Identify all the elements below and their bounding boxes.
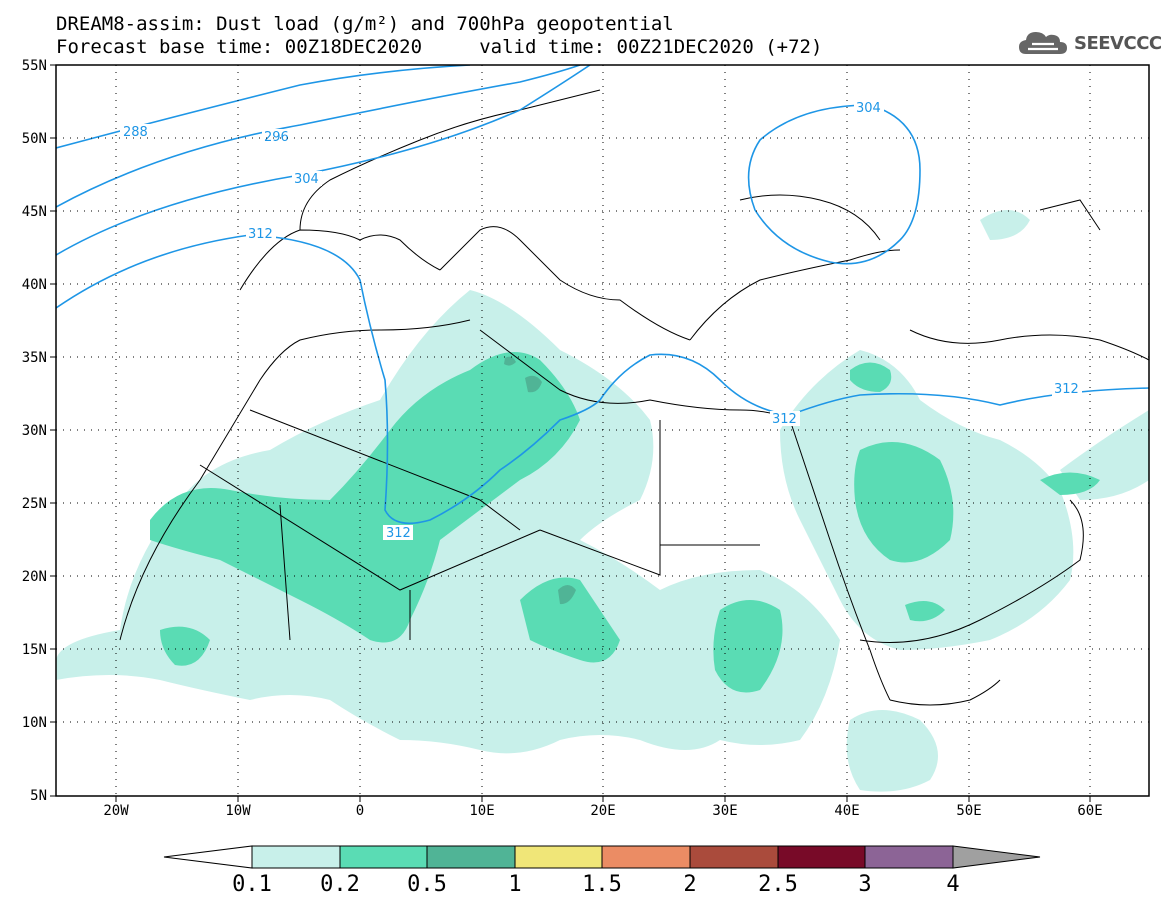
- logo-text: SEEVCCC: [1074, 32, 1162, 54]
- contour-label-304-east: 304: [856, 101, 881, 116]
- lat-label: 10N: [22, 715, 47, 731]
- colorbar-tick-label: 0.2: [320, 872, 360, 897]
- colorbar-segment: [689, 845, 779, 869]
- colorbar-lower-arrow: [163, 845, 253, 869]
- chart-title-line2: Forecast base time: 00Z18DEC2020 valid t…: [56, 36, 823, 58]
- colorbar-tick-label: 2: [683, 872, 696, 897]
- dust-mid-layer: [150, 352, 1100, 693]
- map-borders: [119, 89, 1149, 706]
- lat-label: 30N: [22, 423, 47, 439]
- lat-label: 40N: [22, 277, 47, 293]
- lat-label: 45N: [22, 204, 47, 220]
- colorbar-segment: [777, 845, 866, 869]
- colorbar-tick-label: 4: [946, 872, 959, 897]
- lat-label: 35N: [22, 350, 47, 366]
- lat-label: 5N: [30, 788, 47, 804]
- colorbar-ticks: 0.1 0.2 0.5 1 1.5 2 2.5 3 4: [232, 872, 960, 897]
- lat-label: 55N: [22, 58, 47, 74]
- lon-label: 10E: [469, 803, 494, 819]
- lon-label: 0: [356, 803, 364, 819]
- lat-label: 20N: [22, 569, 47, 585]
- map-area: 288 296 304 304 312 312 312 312: [56, 65, 1149, 796]
- geopotential-contours: [56, 65, 1149, 525]
- colorbar: [163, 845, 1041, 869]
- colorbar-tick-label: 0.5: [407, 872, 447, 897]
- seevccc-logo: SEEVCCC: [1018, 28, 1162, 58]
- lat-label: 25N: [22, 496, 47, 512]
- graticule: [56, 65, 1149, 796]
- lon-label: 10W: [225, 803, 251, 819]
- colorbar-segment: [426, 845, 516, 869]
- lon-label: 20W: [103, 803, 129, 819]
- contour-label-312-east: 312: [1054, 382, 1079, 397]
- chart-title-line1: DREAM8-assim: Dust load (g/m²) and 700hP…: [56, 13, 674, 35]
- contour-label-304-west: 304: [294, 172, 319, 187]
- lat-label: 50N: [22, 131, 47, 147]
- colorbar-tick-label: 0.1: [232, 872, 272, 897]
- colorbar-segment: [601, 845, 691, 869]
- lon-label: 60E: [1077, 803, 1102, 819]
- colorbar-tick-label: 1: [508, 872, 521, 897]
- dust-high-layer: [504, 356, 576, 605]
- colorbar-tick-label: 3: [858, 872, 871, 897]
- axis-ticks: [50, 64, 1091, 802]
- colorbar-segment: [251, 845, 341, 869]
- contour-label-312-west: 312: [248, 227, 273, 242]
- colorbar-segment: [864, 845, 954, 869]
- contour-label-312-mid: 312: [772, 412, 797, 427]
- colorbar-upper-arrow: [952, 845, 1041, 869]
- lon-label: 20E: [590, 803, 615, 819]
- contour-label-296: 296: [264, 130, 289, 145]
- colorbar-segment: [514, 845, 603, 869]
- lon-label: 50E: [956, 803, 981, 819]
- latitude-labels: 55N 50N 45N 40N 35N 30N 25N 20N 15N 10N …: [22, 58, 47, 804]
- lat-label: 15N: [22, 642, 47, 658]
- colorbar-tick-label: 2.5: [758, 872, 798, 897]
- longitude-labels: 20W 10W 0 10E 20E 30E 40E 50E 60E: [103, 803, 1102, 819]
- lon-label: 30E: [712, 803, 737, 819]
- contour-label-312-south: 312: [386, 526, 411, 541]
- contour-label-288: 288: [123, 125, 148, 140]
- lon-label: 40E: [834, 803, 859, 819]
- cloud-logo-icon: [1019, 32, 1067, 54]
- colorbar-tick-label: 1.5: [582, 872, 622, 897]
- colorbar-segment: [339, 845, 428, 869]
